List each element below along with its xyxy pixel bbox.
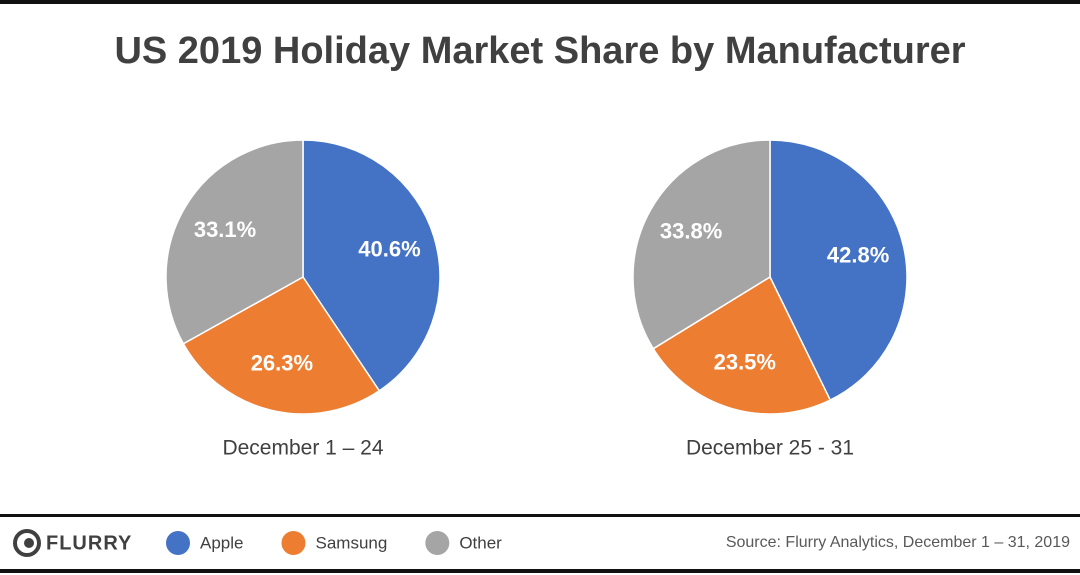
source-note: Source: Flurry Analytics, December 1 – 3…: [726, 534, 1070, 551]
data-label: 42.8%: [827, 242, 889, 267]
legend-label: Samsung: [315, 533, 387, 552]
pie-label: December 25 - 31: [686, 437, 854, 460]
data-label: 33.8%: [660, 219, 722, 244]
data-label: 23.5%: [714, 350, 776, 375]
legend-swatch: [425, 531, 450, 555]
chart-title: US 2019 Holiday Market Share by Manufact…: [114, 30, 965, 72]
bottom-rule: [0, 569, 1080, 573]
logo-icon: [24, 538, 34, 548]
footer-rule: [0, 514, 1080, 517]
pie-slice: [652, 275, 832, 415]
pie-slice: [632, 139, 771, 350]
data-label: 40.6%: [358, 236, 420, 261]
legend-swatch: [166, 531, 190, 555]
pie-slice: [302, 139, 441, 392]
legend-label: Other: [459, 533, 502, 552]
legend-label: Apple: [200, 533, 243, 552]
logo-text: FLURRY: [46, 532, 132, 554]
logo: FLURRY: [13, 529, 132, 557]
pie-slice: [182, 276, 381, 415]
top-rule: [0, 0, 1080, 4]
pie-slice: [165, 139, 304, 345]
logo-icon: [13, 529, 41, 557]
data-label: 26.3%: [251, 351, 313, 376]
pie-label: December 1 – 24: [222, 437, 383, 460]
pie-slice: [769, 139, 908, 402]
data-label: 33.1%: [194, 217, 256, 242]
legend-swatch: [281, 531, 306, 555]
